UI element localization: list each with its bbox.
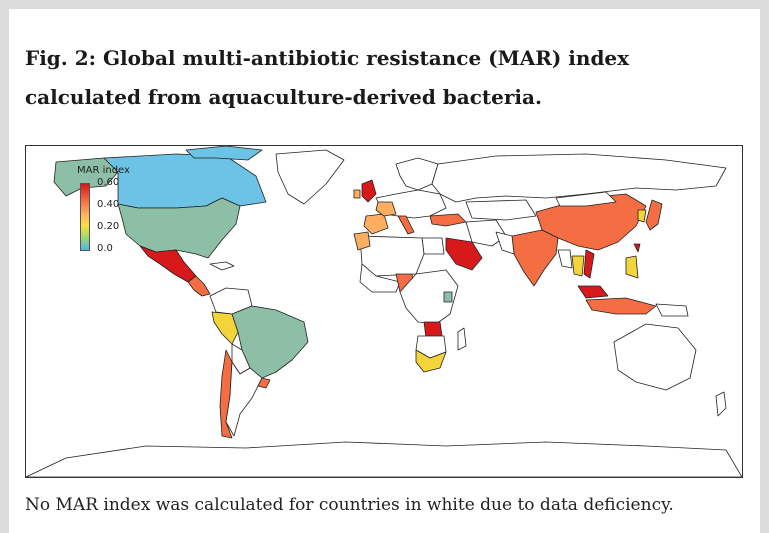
region-france xyxy=(375,201,397,217)
region-iberia xyxy=(363,213,389,235)
region-central-america xyxy=(187,275,211,297)
region-central-asia xyxy=(465,199,537,221)
region-egypt xyxy=(421,237,445,255)
region-thailand xyxy=(571,255,585,277)
region-papua xyxy=(655,303,689,317)
region-malaysia xyxy=(577,285,609,299)
region-russia xyxy=(431,153,727,203)
region-pakistan xyxy=(495,231,515,255)
region-usa xyxy=(117,197,241,259)
region-west-africa xyxy=(359,263,401,293)
region-caribbean xyxy=(209,261,235,271)
legend-tick-0-40: 0.40 xyxy=(97,199,120,210)
region-ireland xyxy=(353,189,361,199)
region-india xyxy=(511,229,559,287)
legend-tick-max: 0.60 xyxy=(97,177,120,188)
region-turkey xyxy=(429,213,467,227)
legend-tick-min: 0.0 xyxy=(97,243,113,254)
figure-card: Fig. 2: Global multi-antibiotic resistan… xyxy=(9,9,760,533)
region-japan xyxy=(645,199,663,231)
region-philippines xyxy=(625,255,639,279)
region-mongolia xyxy=(555,191,617,207)
region-east-africa xyxy=(443,291,453,303)
legend-title: MAR index xyxy=(77,165,130,176)
region-korea xyxy=(637,209,647,223)
legend-tick-0-20: 0.20 xyxy=(97,221,120,232)
region-vietnam xyxy=(583,249,595,279)
region-scandinavia xyxy=(395,157,439,191)
legend-color-bar xyxy=(80,183,90,251)
world-map xyxy=(25,145,743,478)
region-madagascar xyxy=(457,327,467,351)
region-indonesia xyxy=(585,297,657,315)
map-legend: MAR index 0.60 0.40 0.20 0.0 xyxy=(77,165,147,255)
region-new-zealand xyxy=(715,391,727,417)
region-uk xyxy=(361,179,377,203)
region-greenland xyxy=(275,149,345,205)
region-taiwan xyxy=(633,243,641,253)
region-arctic-islands xyxy=(185,146,263,161)
region-antarctica xyxy=(26,441,742,477)
region-australia xyxy=(613,323,697,391)
region-morocco xyxy=(353,231,371,251)
figure-title: Fig. 2: Global multi-antibiotic resistan… xyxy=(25,46,630,109)
region-myanmar xyxy=(557,249,573,269)
region-saudi-arabia xyxy=(445,237,483,271)
region-brazil xyxy=(231,305,309,379)
region-uruguay xyxy=(257,377,271,389)
region-argentina xyxy=(225,361,263,437)
region-italy xyxy=(397,215,415,235)
region-central-africa xyxy=(399,269,459,325)
region-south-africa xyxy=(415,349,447,373)
figure-caption: No MAR index was calculated for countrie… xyxy=(25,495,674,515)
